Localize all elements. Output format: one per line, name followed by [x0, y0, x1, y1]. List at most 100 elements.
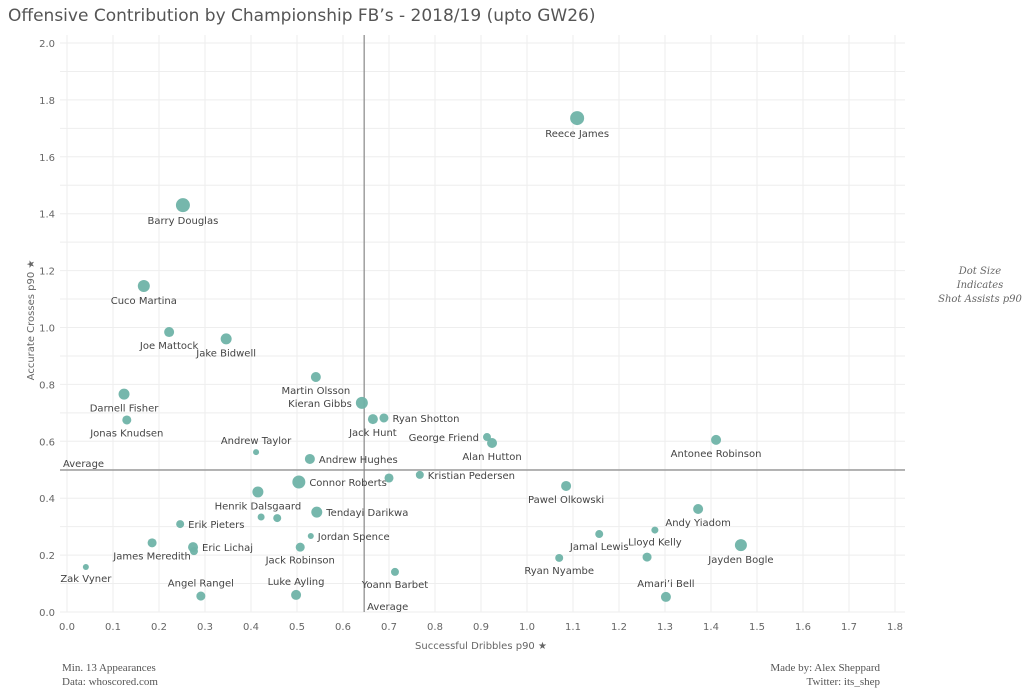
y-tick-label: 0.4	[39, 494, 55, 505]
x-tick-label: 1.4	[703, 622, 719, 633]
data-point	[734, 539, 747, 552]
data-label: Jack Robinson	[265, 556, 335, 567]
data-point	[379, 413, 389, 423]
size-legend-line: Indicates	[956, 280, 1004, 291]
footer-author: Made by: Alex Sheppard	[770, 662, 880, 674]
data-label: Zak Vyner	[60, 574, 112, 585]
data-point	[355, 396, 368, 409]
data-label: Jamal Lewis	[569, 542, 629, 553]
y-tick-label: 1.2	[39, 267, 55, 278]
data-label: Kieran Gibbs	[288, 399, 352, 410]
size-legend-note: Dot Size Indicates Shot Assists p90	[930, 265, 1024, 307]
data-label: Eric Lichaj	[202, 543, 253, 554]
data-label: Martin Olsson	[282, 386, 351, 397]
average-label-x: Average	[367, 602, 408, 613]
data-label: Connor Roberts	[309, 478, 387, 489]
data-point	[253, 449, 260, 456]
data-label: Ryan Nyambe	[524, 566, 594, 577]
data-point	[570, 111, 585, 126]
data-point	[390, 567, 399, 576]
y-tick-label: 0.8	[39, 380, 55, 391]
x-tick-label: 1.0	[519, 622, 535, 633]
data-point	[310, 372, 321, 383]
data-point	[384, 473, 394, 483]
data-label: Yoann Barbet	[361, 580, 428, 591]
footer-twitter: Twitter: its_shep	[806, 676, 880, 688]
data-point	[175, 198, 190, 213]
x-tick-label: 0.3	[197, 622, 213, 633]
x-tick-label: 0.9	[473, 622, 489, 633]
data-point	[189, 547, 198, 556]
data-label: Kristian Pedersen	[428, 471, 515, 482]
footer-right: Made by: Alex Sheppard Twitter: its_shep	[760, 661, 880, 689]
x-tick-label: 0.8	[427, 622, 443, 633]
data-point	[252, 486, 264, 498]
size-legend-line: Shot Assists p90	[938, 294, 1022, 305]
data-label: Joe Mattock	[139, 341, 199, 352]
y-tick-label: 0.2	[39, 551, 55, 562]
x-tick-label: 1.8	[887, 622, 903, 633]
footer-left: Min. 13 Appearances Data: whoscored.com	[62, 661, 158, 689]
data-label: Jack Hunt	[348, 428, 397, 439]
size-legend-line: Dot Size	[958, 266, 1002, 277]
data-point	[292, 475, 306, 489]
data-point	[311, 506, 323, 518]
data-label: Reece James	[545, 129, 609, 140]
data-point	[642, 552, 652, 562]
data-label: Cuco Martina	[111, 296, 177, 307]
y-tick-label: 0.6	[39, 437, 55, 448]
data-label: Henrik Dalsgaard	[215, 501, 302, 512]
x-tick-label: 0.7	[381, 622, 397, 633]
data-label: Alan Hutton	[462, 452, 521, 463]
data-point	[257, 513, 265, 521]
data-label: Andrew Hughes	[319, 455, 398, 466]
data-label: Darnell Fisher	[90, 404, 159, 415]
data-label: Tendayi Darikwa	[325, 508, 408, 519]
data-point	[82, 564, 89, 571]
data-point	[555, 553, 564, 562]
data-point	[196, 591, 206, 601]
x-tick-label: 1.6	[795, 622, 811, 633]
data-label: James Meredith	[112, 551, 191, 562]
y-tick-label: 0.0	[39, 608, 55, 619]
x-tick-label: 0.0	[59, 622, 75, 633]
x-tick-label: 0.4	[243, 622, 259, 633]
footer-appearances: Min. 13 Appearances	[62, 662, 156, 674]
data-label: Pawel Olkowski	[528, 495, 604, 506]
data-point	[137, 279, 150, 292]
data-point	[147, 538, 157, 548]
data-point	[273, 514, 282, 523]
data-point	[295, 542, 305, 552]
data-point	[291, 589, 302, 600]
data-label: Barry Douglas	[148, 216, 219, 227]
data-label: Ryan Shotton	[392, 414, 459, 425]
data-label: Erik Pieters	[188, 520, 244, 531]
y-tick-label: 1.8	[39, 96, 55, 107]
data-label: Andrew Taylor	[221, 436, 292, 447]
x-tick-label: 1.3	[657, 622, 673, 633]
data-point	[304, 453, 315, 464]
footer-source: Data: whoscored.com	[62, 676, 158, 688]
data-point	[561, 480, 572, 491]
chart-title: Offensive Contribution by Championship F…	[8, 6, 596, 26]
x-tick-label: 1.2	[611, 622, 627, 633]
data-point	[711, 434, 722, 445]
data-point	[482, 433, 491, 442]
x-tick-label: 1.5	[749, 622, 765, 633]
data-point	[415, 470, 424, 479]
data-point	[660, 591, 671, 602]
data-point	[487, 438, 498, 449]
x-tick-label: 1.7	[841, 622, 857, 633]
data-label: Antonee Robinson	[671, 449, 762, 460]
y-tick-label: 1.6	[39, 153, 55, 164]
x-tick-label: 0.6	[335, 622, 351, 633]
data-label: Jordan Spence	[317, 532, 390, 543]
data-label: George Friend	[409, 433, 479, 444]
data-label: Lloyd Kelly	[628, 538, 682, 549]
y-tick-label: 2.0	[39, 39, 55, 50]
data-point	[651, 526, 659, 534]
data-label: Andy Yiadom	[665, 518, 731, 529]
data-point	[693, 504, 704, 515]
data-label: Luke Ayling	[268, 577, 325, 588]
